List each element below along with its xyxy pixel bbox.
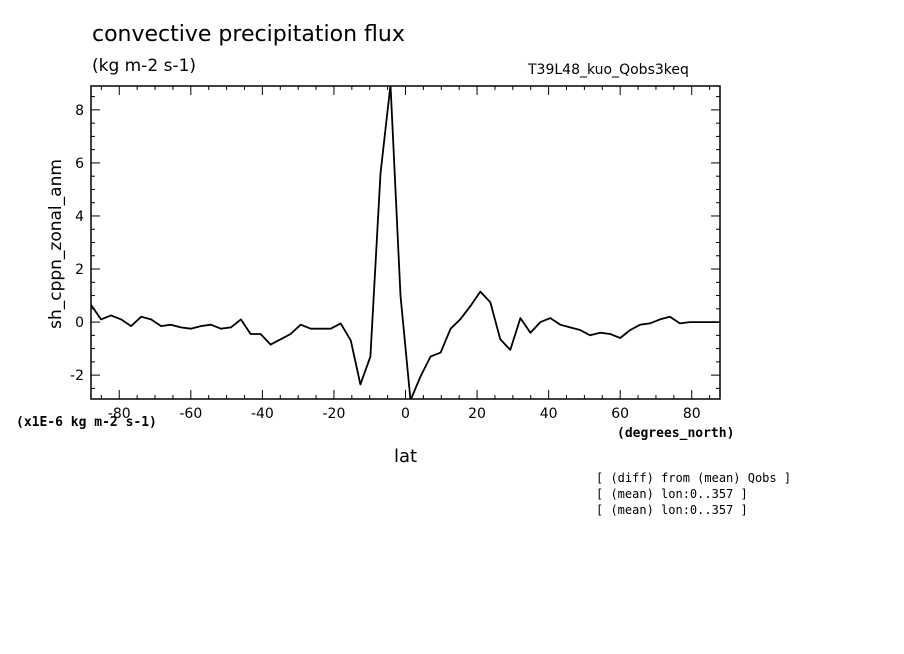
series-line — [91, 86, 720, 399]
x-tick-label: -20 — [323, 406, 346, 422]
x-axis-label: lat — [394, 446, 418, 467]
x-tick-label: 80 — [683, 406, 701, 422]
y-tick-label: 0 — [75, 315, 84, 331]
plot-frame — [90, 85, 721, 400]
x-axis-unit: (degrees_north) — [617, 426, 735, 441]
y-tick-label: 8 — [75, 103, 84, 119]
chart-units: (kg m-2 s-1) — [92, 56, 197, 76]
note-line: [ (mean) lon:0..357 ] — [596, 503, 748, 517]
y-tick-label: -2 — [70, 368, 84, 384]
series-group — [91, 86, 720, 399]
note-line: [ (diff) from (mean) Qobs ] — [596, 471, 792, 485]
run-label: T39L48_kuo_Qobs3keq — [528, 62, 689, 78]
x-tick-label: 40 — [540, 406, 558, 422]
x-tick-label: 0 — [401, 406, 410, 422]
y-tick-label: 2 — [75, 262, 84, 278]
x-tick-label: -80 — [108, 406, 131, 422]
y-tick-label: 6 — [75, 156, 84, 172]
x-tick-label: -40 — [251, 406, 274, 422]
x-tick-label: 20 — [468, 406, 486, 422]
y-tick-label: 4 — [75, 209, 84, 225]
note-line: [ (mean) lon:0..357 ] — [596, 487, 748, 501]
y-scale-note: (x1E-6 kg m-2 s-1) — [16, 415, 157, 430]
x-tick-label: -60 — [179, 406, 202, 422]
x-tick-label: 60 — [611, 406, 629, 422]
chart-title: convective precipitation flux — [92, 22, 405, 47]
